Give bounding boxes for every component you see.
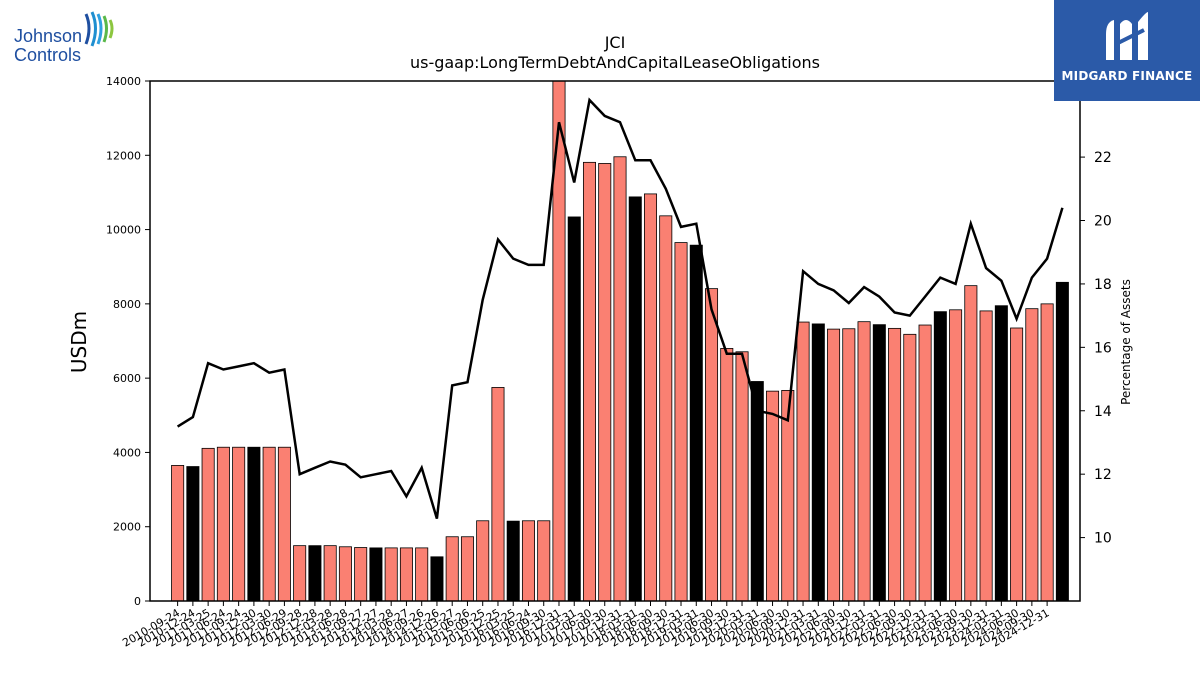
- y-tick-label: 14000: [106, 75, 141, 88]
- y2-tick-label: 18: [1094, 277, 1112, 293]
- bar: [247, 446, 261, 602]
- bar: [644, 193, 658, 602]
- y2-tick-label: 22: [1094, 150, 1112, 166]
- bar: [232, 446, 246, 602]
- bar: [857, 321, 871, 602]
- logo-line-1: Johnson: [14, 26, 83, 46]
- bar: [1010, 327, 1024, 602]
- bar: [262, 446, 276, 602]
- bar: [628, 196, 642, 602]
- chart-subtitle: us-gaap:LongTermDebtAndCapitalLeaseOblig…: [410, 53, 820, 72]
- bar-series: [171, 80, 1069, 602]
- y-tick-label: 6000: [113, 372, 141, 385]
- bar: [1025, 308, 1039, 602]
- bar: [872, 324, 886, 602]
- bar: [994, 305, 1008, 602]
- y-tick-label: 2000: [113, 521, 141, 534]
- bar: [949, 309, 963, 602]
- bar: [689, 244, 703, 602]
- y-tick-label: 4000: [113, 446, 141, 459]
- y2-tick-label: 12: [1094, 467, 1112, 483]
- bar: [460, 536, 474, 602]
- bar: [827, 328, 841, 602]
- bar: [506, 520, 520, 602]
- bar: [369, 547, 383, 602]
- bar: [888, 327, 902, 602]
- line-series: [176, 97, 1064, 519]
- plot-frame: [149, 80, 1081, 602]
- bar: [903, 333, 917, 602]
- bar: [674, 242, 688, 602]
- bar: [308, 545, 322, 602]
- y-tick-label: 10000: [106, 224, 141, 237]
- bar: [796, 321, 810, 602]
- bar: [705, 288, 719, 602]
- y-tick-label: 12000: [106, 149, 141, 162]
- percentage-line: [176, 97, 1064, 519]
- y2-tick-label: 14: [1094, 404, 1112, 420]
- bar: [476, 520, 490, 602]
- bar: [415, 547, 429, 602]
- bar: [537, 520, 551, 602]
- bar: [293, 545, 307, 602]
- bar: [842, 328, 856, 602]
- logo-wave-icon: [84, 11, 114, 47]
- brand-badge: MIDGARD FINANCE: [1054, 0, 1200, 101]
- y2-tick-label: 10: [1094, 531, 1112, 547]
- bar: [338, 546, 352, 602]
- bar: [354, 547, 368, 602]
- bar: [781, 389, 795, 602]
- bar: [964, 285, 978, 602]
- bar: [323, 545, 337, 602]
- bar: [201, 447, 215, 602]
- bar: [186, 466, 200, 602]
- y-axis-label: USDm: [67, 311, 91, 373]
- bar: [445, 536, 459, 602]
- y-tick-label: 0: [134, 595, 141, 608]
- bar: [613, 156, 627, 602]
- bar: [720, 348, 734, 602]
- bar: [766, 390, 780, 602]
- bar: [216, 446, 230, 602]
- bar: [430, 556, 444, 602]
- bar: [582, 161, 596, 602]
- bar: [750, 381, 764, 602]
- brand-m-icon: [1106, 12, 1148, 60]
- chart-title: JCI: [604, 33, 626, 52]
- bar: [171, 465, 185, 602]
- bar: [933, 311, 947, 602]
- bar: [384, 547, 398, 602]
- bar: [811, 323, 825, 602]
- bar: [567, 216, 581, 602]
- bar: [979, 310, 993, 602]
- bar: [735, 351, 749, 602]
- bar: [491, 387, 505, 602]
- bar: [277, 446, 291, 602]
- y-tick-label: 8000: [113, 298, 141, 311]
- bar: [521, 520, 535, 602]
- bar: [659, 215, 673, 602]
- y2-tick-label: 20: [1094, 214, 1112, 230]
- axes: 0 2000 4000 6000 8000 10000 12000 14000 10 12 14 16…: [106, 75, 1112, 650]
- y2-axis-label: Percentage of Assets: [1119, 279, 1133, 405]
- bar: [1040, 303, 1054, 602]
- bar: [1055, 281, 1069, 602]
- bar: [598, 163, 612, 602]
- logo-line-2: Controls: [14, 45, 82, 65]
- bar: [918, 324, 932, 602]
- y2-tick-label: 16: [1094, 340, 1112, 356]
- brand-name: MIDGARD FINANCE: [1061, 69, 1193, 83]
- johnson-controls-logo: Johnson Controls: [6, 6, 124, 65]
- bar: [399, 547, 413, 602]
